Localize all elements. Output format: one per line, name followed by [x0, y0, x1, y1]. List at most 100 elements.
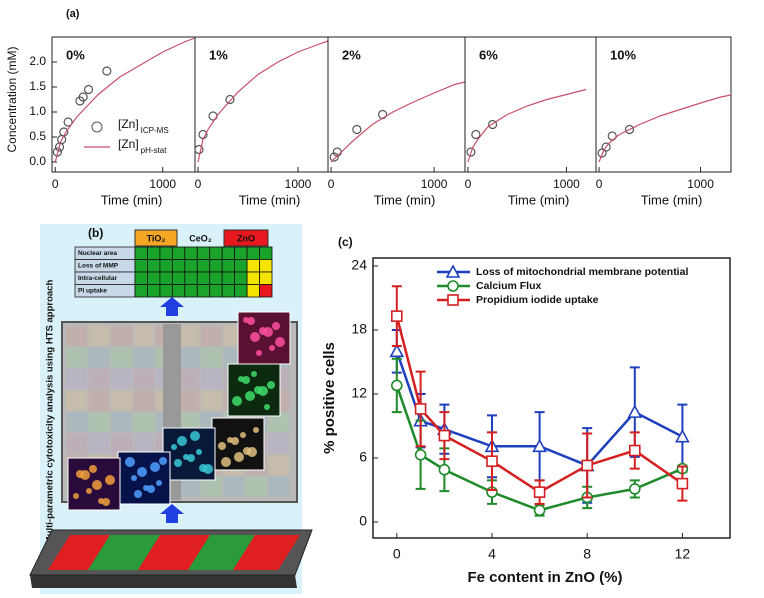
plate-stripe: [88, 535, 160, 570]
cell: [125, 457, 135, 467]
mosaic-tile: [111, 369, 132, 389]
legend-marker: [91, 121, 103, 133]
mosaic-tile: [111, 326, 132, 346]
x-axis-label: Time (min): [101, 192, 163, 207]
mosaic-tile: [88, 326, 110, 346]
cell: [250, 332, 260, 342]
cell: [92, 480, 102, 490]
marker: [627, 404, 643, 418]
marker: [628, 483, 641, 495]
x-tick-label: 8: [583, 546, 591, 562]
marker: [581, 459, 594, 472]
cell: [258, 386, 268, 396]
cell: [231, 437, 239, 445]
column-header: [134, 229, 178, 247]
mosaic-tile: [66, 412, 87, 432]
cell: [240, 432, 246, 438]
cell: [177, 436, 187, 446]
column-label: ZnO: [237, 233, 255, 243]
cell: [256, 350, 262, 356]
heatmap-cell: [209, 246, 223, 260]
marker: [389, 343, 405, 358]
mosaic-tile: [88, 412, 110, 432]
cell: [80, 470, 90, 480]
cell: [159, 457, 167, 465]
cell: [247, 317, 255, 325]
mosaic-tile: [133, 433, 155, 454]
heatmap-cell: [221, 271, 236, 285]
panel-title: 6%: [479, 47, 498, 62]
mosaic-tile: [268, 412, 290, 432]
plate-stripe: [233, 535, 300, 570]
heatmap-cell: [209, 271, 223, 285]
cell: [89, 465, 97, 473]
legend-box: [430, 263, 722, 307]
mosaic-tile: [133, 347, 155, 368]
mosaic-tile: [201, 326, 222, 346]
x-tick-label: 0: [195, 177, 202, 191]
plate-stripe: [188, 535, 255, 570]
cell: [272, 322, 280, 330]
heatmap-cell: [159, 271, 173, 285]
cell: [147, 485, 155, 493]
legend-label: Propidium iodide uptake: [476, 294, 599, 306]
heatmap-cell: [196, 259, 211, 273]
row-label: PI uptake: [78, 287, 107, 294]
y-tick-label: 6: [359, 449, 367, 465]
mosaic-tile: [223, 476, 245, 497]
heatmap-cell: [221, 259, 236, 273]
y-tick-label: 1.0: [29, 104, 46, 118]
y-tick-label: 0.5: [29, 129, 46, 143]
y-axis-label: Concentration (mM): [5, 46, 19, 152]
cell: [263, 327, 273, 337]
x-tick-label: 12: [675, 546, 691, 562]
mosaic-tile: [178, 412, 200, 432]
mosaic-tile: [66, 390, 87, 411]
mosaic-tile: [178, 476, 200, 497]
mosaic-tile: [201, 347, 222, 368]
cell: [245, 391, 255, 401]
x-tick-label: 0: [393, 546, 401, 562]
data-point: [601, 142, 611, 152]
mosaic-tile: [111, 433, 132, 454]
heatmap-cell: [159, 284, 173, 298]
legend-subscript: pH-stat: [141, 146, 168, 155]
cell: [221, 457, 231, 467]
cell: [150, 462, 160, 472]
data-point: [624, 124, 635, 135]
heatmap-cell: [234, 246, 248, 260]
data-point: [194, 144, 204, 155]
mosaic-tile: [66, 326, 87, 346]
cell: [187, 454, 195, 462]
x-tick-label: 1000: [149, 177, 176, 191]
plot-frame: [595, 36, 732, 173]
mosaic-tile: [88, 390, 110, 411]
heatmap-cell: [134, 259, 148, 273]
cell: [174, 459, 182, 467]
cell: [253, 427, 259, 433]
row-label: Intra-cellular: [78, 275, 117, 282]
marker: [414, 403, 427, 415]
heatmap-cell: [246, 259, 260, 273]
row-label: Nuclear area: [78, 250, 117, 257]
heatmap-cell: [147, 259, 161, 273]
data-point: [466, 147, 476, 157]
marker: [447, 280, 459, 292]
data-point: [377, 109, 388, 120]
heatmap-cell: [259, 284, 273, 298]
mosaic-tile: [201, 369, 222, 389]
marker: [438, 429, 451, 442]
mosaic-tile: [178, 390, 200, 411]
heatmap-cell: [196, 271, 211, 285]
cell: [234, 452, 244, 462]
heatmap-cell: [246, 271, 260, 285]
data-point: [78, 92, 88, 102]
cell: [131, 475, 137, 481]
panel-title: 10%: [610, 47, 636, 62]
cell: [232, 396, 242, 406]
heatmap-cell: [209, 284, 223, 298]
heatmap-cell: [246, 284, 260, 298]
marker: [414, 448, 427, 461]
cell: [73, 493, 79, 499]
panel-title: 0%: [66, 47, 85, 62]
